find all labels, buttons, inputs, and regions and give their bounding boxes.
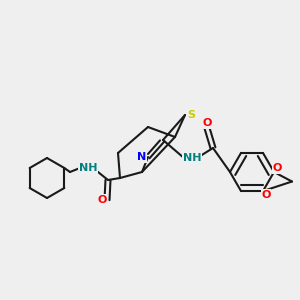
Text: O: O — [202, 118, 212, 128]
Text: NH: NH — [79, 163, 97, 173]
Text: O: O — [272, 163, 282, 173]
Text: O: O — [261, 190, 271, 200]
Text: N: N — [137, 152, 147, 162]
Text: O: O — [97, 195, 107, 205]
Text: S: S — [187, 110, 195, 120]
Text: NH: NH — [183, 153, 201, 163]
